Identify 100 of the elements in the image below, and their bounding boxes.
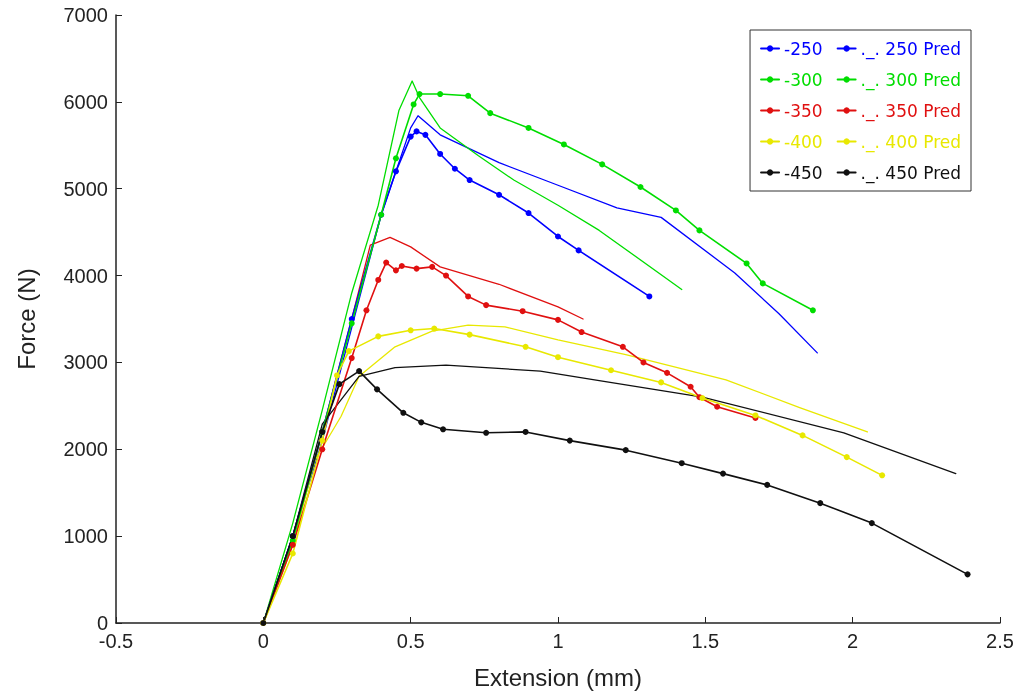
point (398, 263, 405, 270)
point (440, 426, 447, 433)
point (522, 343, 529, 350)
point (555, 233, 561, 240)
point (375, 276, 382, 283)
point (374, 386, 381, 393)
point (522, 428, 529, 435)
point (289, 541, 296, 548)
point (578, 329, 585, 336)
point (496, 191, 503, 198)
point (487, 110, 494, 117)
point (466, 331, 473, 338)
point (678, 460, 685, 467)
y-tick-label: 2000 (63, 438, 108, 461)
point (356, 368, 363, 375)
legend-label: ._. 300 Pred (860, 69, 962, 91)
point (383, 259, 390, 266)
point (422, 131, 429, 138)
point (413, 265, 420, 272)
point (764, 481, 771, 488)
point (555, 354, 561, 361)
point (465, 92, 472, 99)
point (443, 272, 450, 279)
point (759, 280, 766, 287)
y-tick-label: 3000 (63, 351, 108, 374)
point (640, 359, 647, 366)
point (519, 308, 526, 315)
point (400, 409, 407, 416)
x-tick-label: 0.5 (396, 630, 425, 652)
point (566, 437, 573, 444)
point (483, 429, 490, 436)
point (429, 263, 436, 270)
point (817, 500, 824, 507)
point (575, 247, 582, 254)
legend-label: ._. 450 Pred (860, 162, 962, 184)
point (319, 437, 326, 444)
point (319, 446, 326, 453)
x-tick-label: 2 (847, 630, 859, 652)
point (809, 307, 816, 314)
point (416, 91, 423, 98)
point (637, 183, 644, 190)
point (289, 550, 296, 557)
point (843, 454, 850, 461)
point (336, 381, 343, 388)
point (348, 355, 355, 362)
y-tick-label: 7000 (63, 4, 108, 26)
point (672, 207, 679, 214)
point (465, 293, 472, 300)
point (879, 472, 886, 479)
point (555, 316, 561, 323)
legend-label: -400 (784, 131, 823, 152)
point (407, 327, 414, 334)
point (560, 141, 567, 148)
point (622, 447, 629, 454)
x-tick-label: 2.5 (986, 630, 1014, 652)
point (407, 133, 414, 140)
point (418, 419, 425, 426)
point (525, 124, 532, 131)
legend-label: -350 (784, 100, 823, 121)
point (868, 520, 875, 527)
point (334, 372, 340, 379)
point (466, 177, 473, 184)
y-tick-label: 1000 (63, 525, 108, 548)
point (437, 150, 444, 157)
point (687, 383, 694, 390)
point (431, 325, 438, 332)
x-axis-title: Extension (mm) (473, 663, 643, 691)
point (375, 333, 382, 340)
point (392, 155, 399, 162)
point (696, 227, 703, 234)
legend-label: -300 (784, 69, 823, 90)
legend-label: -250 (784, 38, 823, 59)
y-tick-label: 5000 (63, 177, 108, 200)
x-tick-label: 1.5 (691, 630, 720, 652)
legend-label: ._. 350 Pred (860, 100, 962, 122)
legend-label: ._. 250 Pred (860, 38, 962, 60)
point (483, 302, 490, 309)
point (619, 343, 626, 350)
y-tick-label: 4000 (63, 264, 108, 287)
point (410, 101, 417, 108)
point (964, 571, 971, 578)
point (348, 320, 355, 327)
point (392, 168, 399, 175)
point (451, 165, 458, 172)
legend-label: ._. 400 Pred (860, 131, 962, 153)
point (664, 369, 671, 376)
x-tick-label: 1 (552, 630, 564, 652)
point (646, 293, 653, 300)
point (599, 161, 606, 168)
y-tick-label: 6000 (63, 90, 108, 113)
point (743, 260, 750, 267)
point (413, 128, 420, 135)
legend-label: -450 (784, 162, 823, 183)
point (658, 379, 665, 386)
y-axis-title: Force (N) (12, 268, 40, 370)
x-tick-label: 0 (257, 630, 269, 652)
point (392, 267, 399, 274)
point (714, 403, 721, 410)
point (720, 470, 727, 477)
point (799, 432, 806, 439)
